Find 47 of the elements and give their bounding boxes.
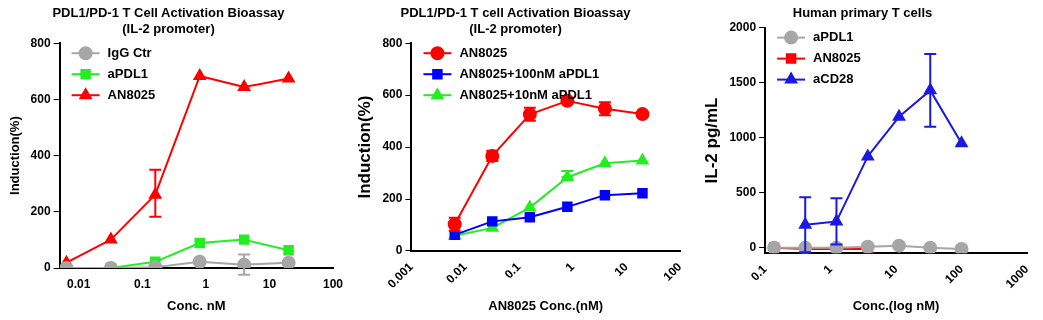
x-tick-label: 100 xyxy=(660,259,685,284)
legend-label: AN8025 xyxy=(813,50,861,66)
x-tick-label: 0.1 xyxy=(501,259,524,282)
y-tick-label: 600 xyxy=(382,87,403,102)
x-axis-title: AN8025 Conc.(nM) xyxy=(488,297,604,313)
x-tick-label: 1 xyxy=(820,261,836,277)
legend-label: aPDL1 xyxy=(813,29,854,45)
legend-label: aCD28 xyxy=(813,71,854,87)
legend-label: AN8025+100nM aPDL1 xyxy=(459,65,600,81)
chart-title: PDL1/PD-1 T cell Activation Bioassay (IL-2 promoter) xyxy=(400,5,632,36)
x-tick-label: 0.1 xyxy=(133,276,151,291)
x-tick-label: 1 xyxy=(202,276,210,291)
legend-label: aPDL1 xyxy=(107,65,149,81)
x-tick-label: 1 xyxy=(562,259,578,275)
x-axis-title: Conc. nM xyxy=(167,297,226,313)
y-tick-label: 0 xyxy=(749,240,757,255)
x-tick-label: 100 xyxy=(941,261,967,287)
legend-label: AN8025 xyxy=(107,86,156,102)
y-tick-label: 0 xyxy=(395,243,403,258)
y-tick-label: 400 xyxy=(30,147,51,162)
x-tick-label: 10 xyxy=(881,261,901,282)
y-tick-label: 2000 xyxy=(729,19,757,34)
y-tick-label: 400 xyxy=(382,139,403,154)
legend-label: AN8025 xyxy=(459,44,508,60)
chart-title: PDL1/PD-1 T Cell Activation Bioassay (IL-2 promoter) xyxy=(52,5,286,36)
x-axis-title: Conc.(log nM) xyxy=(852,297,940,313)
y-tick-label: 200 xyxy=(30,204,51,219)
y-tick-label: 500 xyxy=(736,185,757,200)
y-tick-label: 800 xyxy=(30,35,51,50)
y-tick-label: 800 xyxy=(382,35,403,50)
x-tick-label: 0.01 xyxy=(67,276,91,291)
x-tick-label: 0.1 xyxy=(747,261,770,284)
y-axis-title: Induction(%) xyxy=(7,116,23,195)
chart-title: Human primary T cells xyxy=(792,5,933,21)
x-tick-label: 100 xyxy=(322,276,344,291)
legend-label: AN8025+10nM aPDL1 xyxy=(459,86,593,102)
y-tick-label: 600 xyxy=(30,91,51,106)
x-tick-label: 0.01 xyxy=(443,259,470,287)
x-tick-label: 10 xyxy=(611,259,631,279)
y-tick-label: 200 xyxy=(382,191,403,206)
y-tick-label: 1500 xyxy=(729,74,757,89)
legend-label: IgG Ctr xyxy=(107,44,152,60)
x-tick-label: 10 xyxy=(262,276,277,291)
y-axis-title: Induction(%) xyxy=(354,95,374,199)
y-tick-label: 1000 xyxy=(729,130,757,145)
y-tick-label: 0 xyxy=(43,260,51,275)
y-axis-title: IL-2 pg/mL xyxy=(701,97,721,184)
